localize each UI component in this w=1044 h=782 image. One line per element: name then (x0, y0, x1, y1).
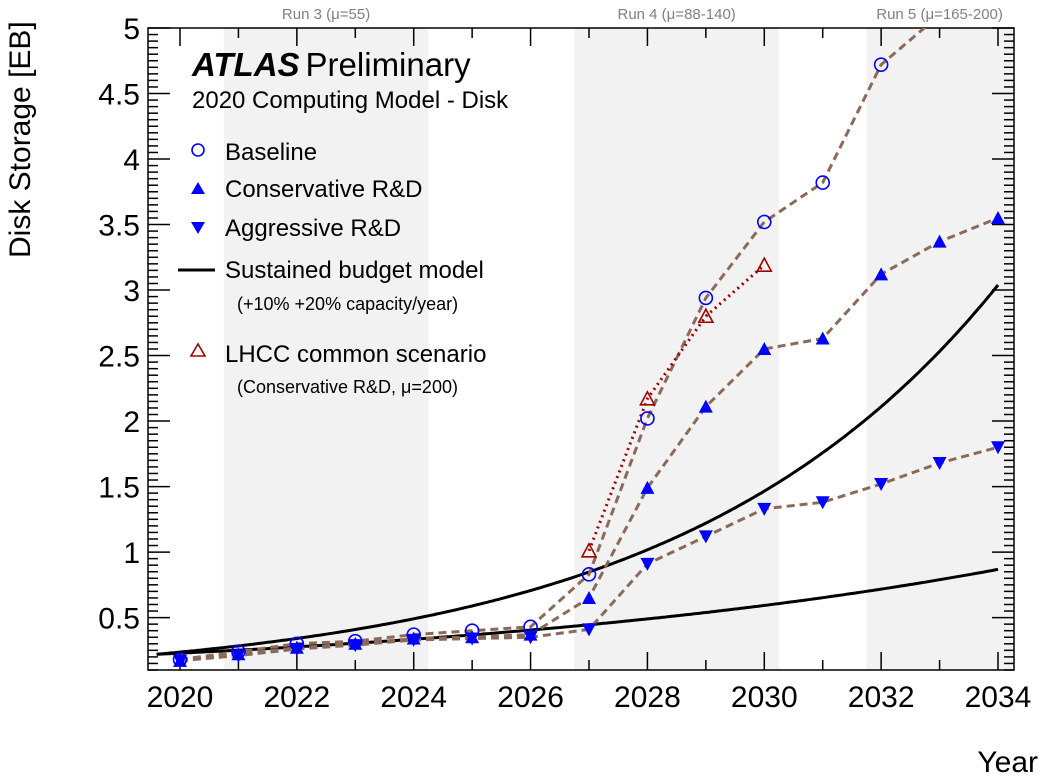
y-tick-label: 4 (123, 144, 140, 177)
chart-title-rest: Preliminary (306, 46, 472, 83)
run-band-3 (223, 28, 429, 670)
baseline-point (640, 411, 655, 426)
aggressive-r-d-point (640, 557, 655, 571)
aggressive-r-d-point (348, 639, 363, 653)
x-tick-label: 2032 (848, 681, 915, 714)
tick-labels: 2020 2022 2024 2026 2028 2030 2032 2034 0.5 1 1.5 2… (98, 13, 1031, 714)
conservative-r-d-point (932, 234, 947, 248)
y-tick-label: 3 (123, 275, 140, 308)
y-tick-label: 2 (123, 406, 140, 439)
run-band-5 (866, 28, 1013, 670)
legend: Baseline Conservative R&D Aggressive R&D… (178, 139, 486, 397)
x-axis-title: Year (977, 746, 1038, 779)
aggressive-r-d-point (465, 632, 480, 646)
y-tick-label: 3.5 (98, 210, 140, 243)
shaded-bands (223, 28, 1013, 670)
baseline-line (179, 28, 927, 661)
budget-curve-plus20pct (156, 284, 1000, 656)
baseline-point (581, 567, 597, 582)
aggressive-r-d-point (932, 456, 947, 470)
x-tick-label: 2028 (614, 681, 681, 714)
lhcc-common-scenario-point (580, 542, 598, 558)
legend-baseline-label: Baseline (225, 139, 317, 166)
conservative-r-d-point (991, 210, 1005, 224)
aggressive-r-d-point (523, 631, 538, 645)
x-tick-label: 2026 (497, 681, 564, 714)
legend-baseline-marker (191, 143, 205, 157)
aggressive-r-d-point (289, 643, 304, 657)
conservative-r-d-point (815, 331, 830, 345)
legend-aggressive-label: Aggressive R&D (225, 215, 401, 242)
lhcc-common-scenario-point (755, 256, 773, 272)
aggressive-r-d-point (582, 623, 596, 637)
x-tick-label: 2022 (263, 681, 330, 714)
baseline-point (698, 290, 714, 306)
lhcc-common-scenario-point (697, 307, 715, 324)
legend-budget-sublabel: (+10% +20% capacity/year) (237, 294, 458, 314)
run-band-4 (574, 28, 779, 670)
x-tick-label: 2030 (731, 681, 798, 714)
x-tick-label: 2020 (147, 681, 214, 714)
aggressive-r-d-point (874, 477, 889, 491)
x-tick-label: 2024 (380, 681, 447, 714)
legend-lhcc-marker (189, 342, 207, 357)
y-tick-label: 5 (123, 13, 140, 46)
y-tick-label: 4.5 (98, 79, 140, 112)
y-tick-label: 1.5 (98, 472, 140, 505)
legend-budget-label: Sustained budget model (225, 257, 484, 284)
run-labels: Run 3 (μ=55) Run 4 (μ=88-140) Run 5 (μ=165… (282, 6, 1003, 23)
baseline-point (756, 214, 772, 230)
legend-conservative-label: Conservative R&D (225, 176, 422, 203)
x-tick-label: 2034 (965, 681, 1032, 714)
aggressive-r-d-point (231, 649, 246, 663)
aggressive-r-d-point (757, 502, 772, 516)
run-label-4: Run 4 (μ=88-140) (617, 6, 735, 23)
series-markers (172, 57, 1005, 668)
run-label-3: Run 3 (μ=55) (282, 6, 370, 23)
chart-title: ATLAS Preliminary (191, 46, 471, 83)
aggressive-r-d-point (406, 633, 421, 647)
conservative-r-d-point (640, 480, 655, 494)
conservative-r-d-point (698, 399, 713, 413)
y-tick-label: 0.5 (98, 603, 140, 636)
chart-subtitle: 2020 Computing Model - Disk (192, 87, 509, 114)
conservative-r-d-point (757, 342, 772, 355)
conservative-r-d-point (874, 267, 889, 281)
aggressive-r-d-point (991, 441, 1005, 455)
aggressive-r-d-point (698, 530, 713, 544)
y-tick-label: 2.5 (98, 341, 140, 374)
legend-lhcc-sublabel: (Conservative R&D, μ=200) (237, 377, 458, 397)
legend-conservative-marker (191, 182, 205, 194)
aggressive-r-d-point (173, 654, 187, 668)
lhcc-common-scenario-point (639, 390, 656, 406)
aggressive-r-d-point (815, 496, 830, 510)
chart-title-bold: ATLAS (191, 46, 300, 83)
legend-aggressive-marker (191, 222, 205, 234)
y-tick-label: 1 (123, 537, 140, 570)
conservative-r-d-point (582, 590, 596, 604)
axis-ticks (148, 27, 1014, 671)
baseline-point (873, 57, 889, 72)
legend-lhcc-label: LHCC common scenario (225, 341, 486, 368)
run-label-5: Run 5 (μ=165-200) (876, 6, 1003, 23)
y-axis-title: Disk Storage [EB] (4, 21, 37, 258)
baseline-point (815, 175, 831, 190)
